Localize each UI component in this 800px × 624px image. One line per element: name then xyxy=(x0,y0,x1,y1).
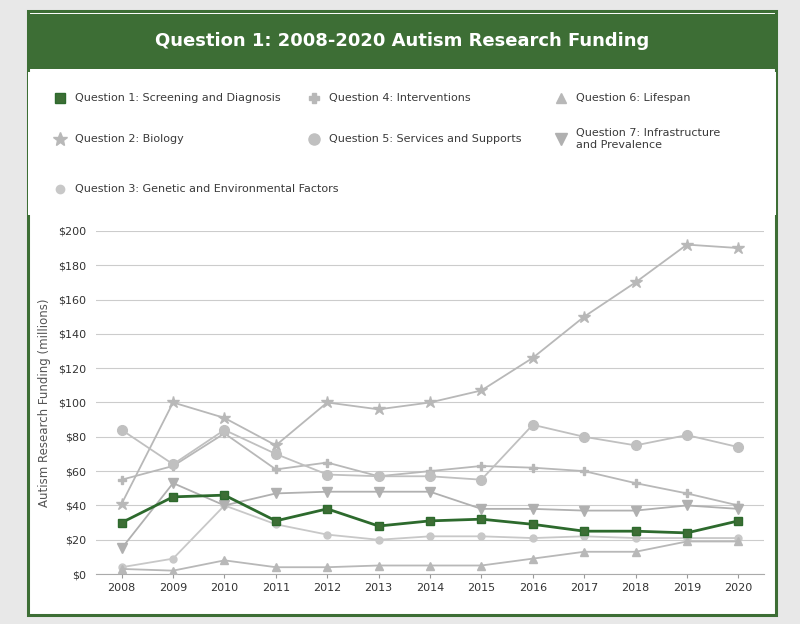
Text: Question 1: Screening and Diagnosis: Question 1: Screening and Diagnosis xyxy=(75,92,281,102)
Text: Question 5: Services and Supports: Question 5: Services and Supports xyxy=(330,134,522,144)
Text: Question 6: Lifespan: Question 6: Lifespan xyxy=(576,92,690,102)
Text: Question 3: Genetic and Environmental Factors: Question 3: Genetic and Environmental Fa… xyxy=(75,185,338,195)
Text: Question 2: Biology: Question 2: Biology xyxy=(75,134,184,144)
Text: Question 7: Infrastructure
and Prevalence: Question 7: Infrastructure and Prevalenc… xyxy=(576,129,721,150)
Text: Question 1: 2008-2020 Autism Research Funding: Question 1: 2008-2020 Autism Research Fu… xyxy=(155,32,649,50)
Y-axis label: Autism Research Funding (millions): Autism Research Funding (millions) xyxy=(38,298,51,507)
Text: Question 4: Interventions: Question 4: Interventions xyxy=(330,92,471,102)
